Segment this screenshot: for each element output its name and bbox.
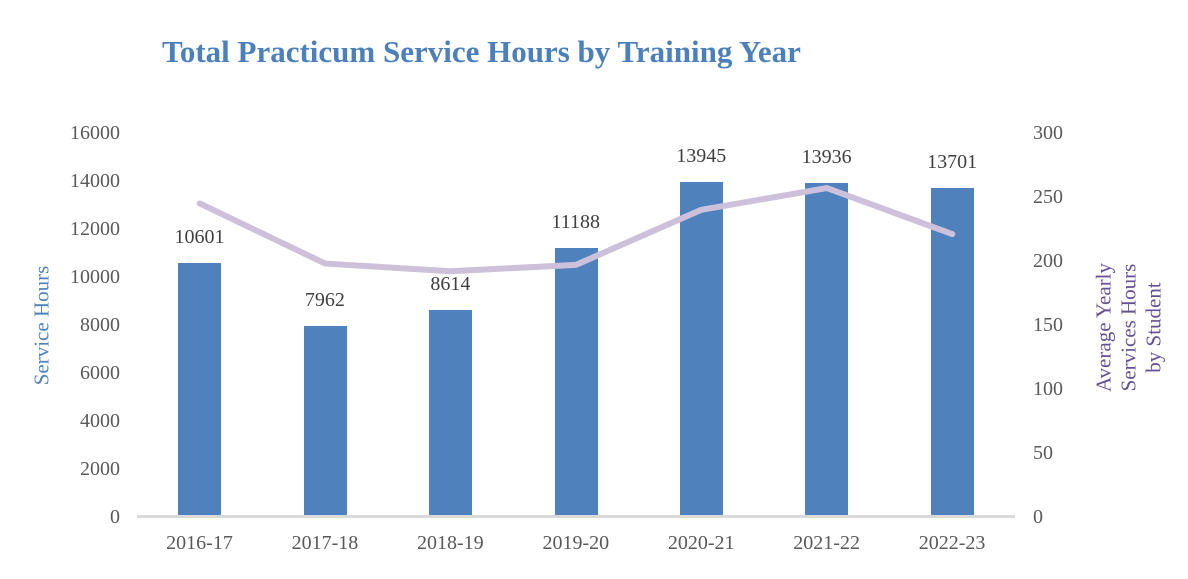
bar-2018-19 [429, 310, 473, 517]
bar-value-label-2020-21: 13945 [676, 145, 727, 168]
bar-2021-22 [805, 182, 849, 517]
left-y-tick-14000: 14000 [70, 170, 120, 192]
right-y-tick-200: 200 [1033, 250, 1063, 272]
right-y-tick-250: 250 [1033, 186, 1063, 208]
chart-title: Total Practicum Service Hours by Trainin… [162, 34, 801, 69]
bar-value-label-2018-19: 8614 [430, 273, 471, 296]
left-y-tick-12000: 12000 [70, 218, 120, 240]
x-tick-label-2017-18: 2017-18 [291, 532, 359, 554]
right-y-tick-50: 50 [1033, 442, 1053, 464]
x-tick-label-2016-17: 2016-17 [166, 532, 233, 554]
bar-value-label-2016-17: 10601 [174, 225, 225, 248]
right-y-tick-300: 300 [1033, 122, 1063, 144]
left-y-tick-8000: 8000 [80, 314, 120, 336]
bar-2022-23 [930, 188, 974, 517]
bar-2016-17 [178, 262, 222, 517]
right-y-tick-100: 100 [1033, 378, 1063, 400]
bar-value-label-2022-23: 13701 [927, 151, 978, 174]
left-y-tick-10000: 10000 [70, 266, 120, 288]
x-tick-label-2018-19: 2018-19 [417, 532, 484, 554]
right-y-tick-150: 150 [1033, 314, 1063, 336]
bar-value-label-2019-20: 11188 [551, 211, 601, 234]
right-y-tick-0: 0 [1033, 506, 1043, 528]
left-y-tick-16000: 16000 [70, 122, 120, 144]
x-axis-line [137, 515, 1015, 518]
x-tick-label-2019-20: 2019-20 [542, 532, 610, 554]
bar-2019-20 [554, 248, 598, 517]
x-tick-label-2022-23: 2022-23 [918, 532, 986, 554]
bar-2020-21 [679, 182, 723, 517]
left-y-tick-4000: 4000 [80, 410, 120, 432]
left-y-tick-6000: 6000 [80, 362, 120, 384]
left-y-tick-2000: 2000 [80, 458, 120, 480]
x-tick-label-2021-22: 2021-22 [793, 532, 860, 554]
bar-value-label-2021-22: 13936 [801, 145, 852, 168]
bar-value-label-2017-18: 7962 [304, 288, 345, 311]
bar-2017-18 [303, 325, 347, 517]
left-y-tick-0: 0 [110, 506, 120, 528]
x-tick-label-2020-21: 2020-21 [667, 532, 735, 554]
